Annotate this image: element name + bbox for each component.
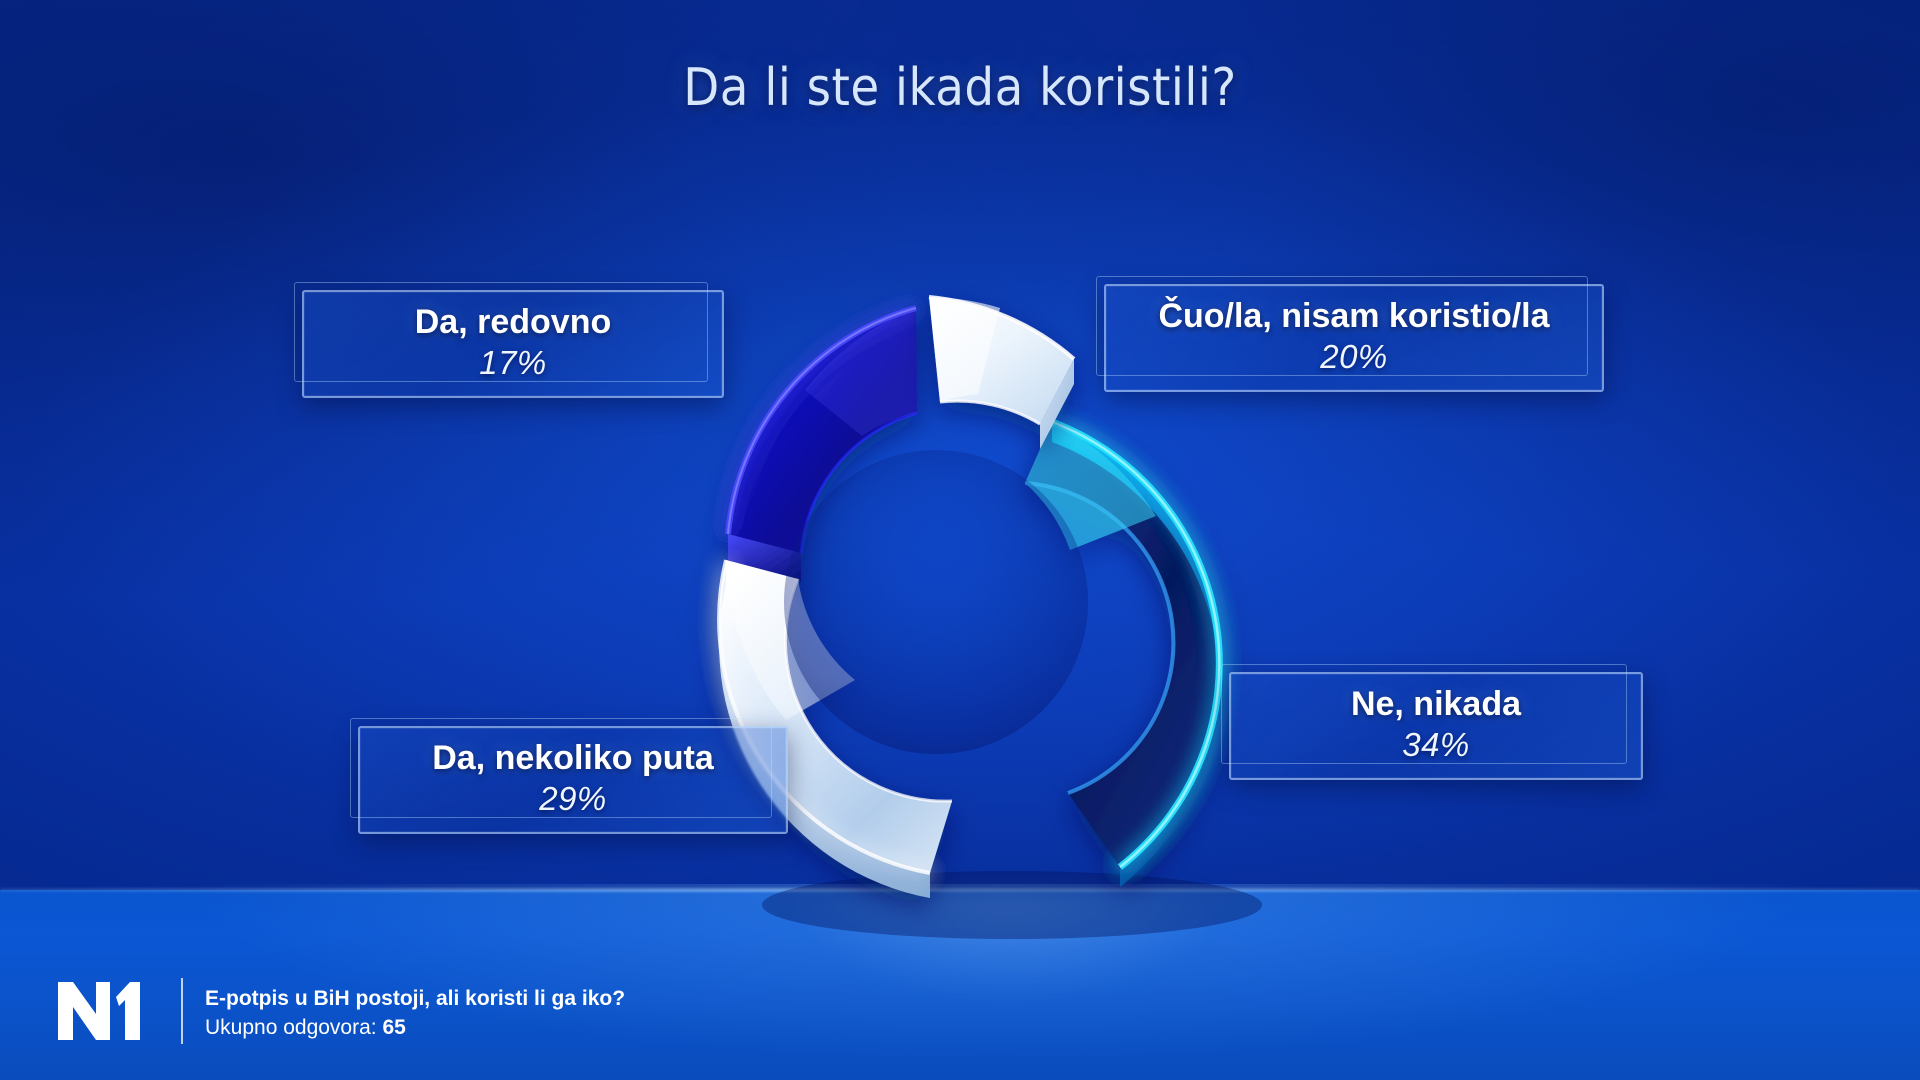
donut-slice-da-redovno — [725, 305, 918, 582]
page-title: Da li ste ikada koristili? — [683, 58, 1237, 118]
slice-label-percent: 17% — [479, 344, 547, 382]
slice-label-percent: 34% — [1402, 726, 1470, 764]
slice-label-name: Da, redovno — [414, 303, 612, 341]
slice-label-percent: 20% — [1320, 338, 1388, 376]
floor-reflection — [700, 893, 1320, 1043]
slice-label-da-nekoliko-puta[interactable]: Da, nekoliko puta 29% — [350, 717, 788, 835]
slice-label-name: Da, nekoliko puta — [432, 739, 714, 777]
n1-logo-icon — [56, 980, 142, 1042]
donut-slice-cuo-la — [928, 295, 1076, 449]
footer-total-label: Ukupno odgovora: — [205, 1015, 377, 1039]
slice-label-cuo-la-nisam-koristio-la[interactable]: Čuo/la, nisam koristio/la 20% — [1096, 275, 1604, 393]
donut-chart — [600, 250, 1420, 950]
footer-headline: E-potpis u BiH postoji, ali koristi li g… — [205, 987, 626, 1011]
studio-floor — [0, 890, 1920, 1080]
footer-divider — [181, 978, 183, 1044]
footer-total-value: 65 — [382, 1015, 406, 1039]
slice-label-percent: 29% — [539, 780, 607, 818]
slice-label-name: Čuo/la, nisam koristio/la — [1158, 297, 1550, 335]
slice-label-name: Ne, nikada — [1350, 685, 1522, 723]
footer-bar: E-potpis u BiH postoji, ali koristi li g… — [0, 930, 1920, 1080]
footer-total: Ukupno odgovora: 65 — [205, 1014, 625, 1042]
slice-label-ne-nikada[interactable]: Ne, nikada 34% — [1221, 663, 1643, 781]
floor-edge-line — [0, 888, 1920, 892]
floor-glow — [0, 884, 1920, 1080]
slice-label-da-redovno[interactable]: Da, redovno 17% — [294, 281, 724, 399]
footer-text: E-potpis u BiH postoji, ali koristi li g… — [205, 985, 625, 1042]
